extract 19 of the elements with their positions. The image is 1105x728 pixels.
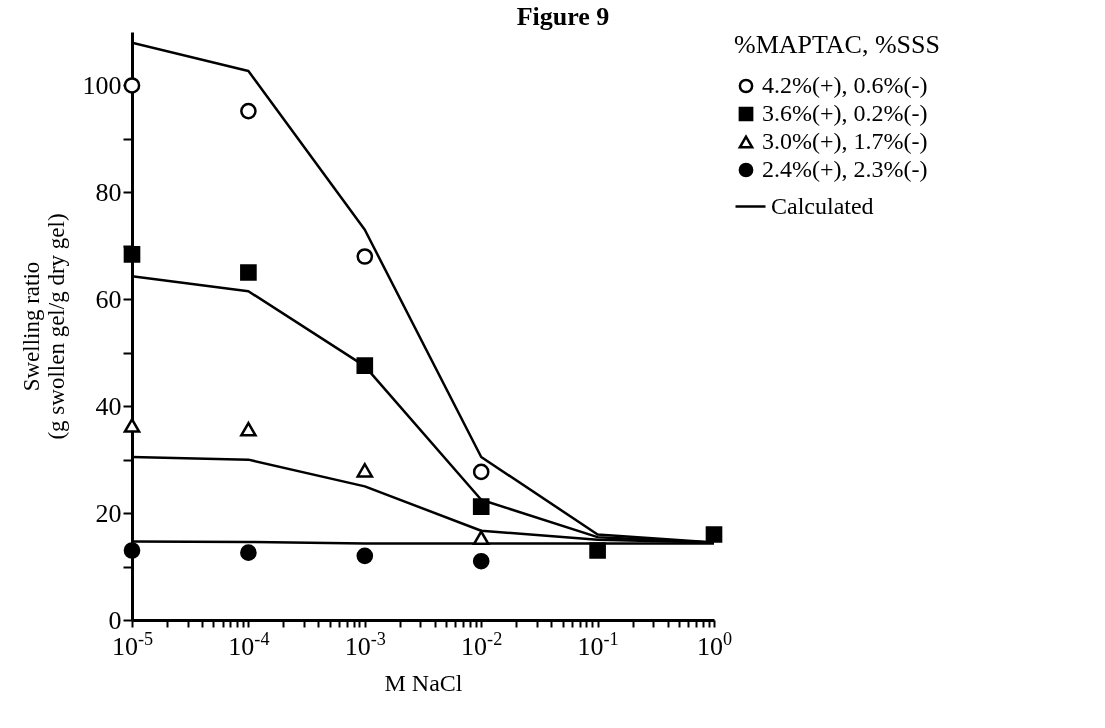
y-tick-label: 40 [95,391,122,421]
x-tick-label: 10$^{-3}$ [344,628,386,661]
y-tick-label: 60 [95,284,122,314]
x-tick-label: 10$^{-2}$ [461,628,503,661]
x-tick-label: 10$^{0}$ [696,628,733,661]
legend-label: 3.0%(+), 1.7%(-) [762,128,928,154]
chart-title: Figure 9 [516,2,610,31]
legend-label: Calculated [771,192,874,219]
legend-title: %MAPTAC, %SSS [734,30,940,59]
y-tick-label: 100 [82,70,122,100]
x-tick-label: 10$^{-4}$ [228,628,270,661]
y-tick-label: 80 [95,177,122,207]
y-tick-label: 20 [95,498,122,528]
x-tick-label: 10$^{-1}$ [577,628,619,661]
y-axis-title: Swelling ratio (g swollen gel/g dry gel) [18,213,69,440]
legend-label: 2.4%(+), 2.3%(-) [762,156,928,182]
x-axis-title: M NaCl [384,669,463,696]
legend-label: 4.2%(+), 0.6%(-) [762,72,928,98]
legend-label: 3.6%(+), 0.2%(-) [762,100,928,126]
